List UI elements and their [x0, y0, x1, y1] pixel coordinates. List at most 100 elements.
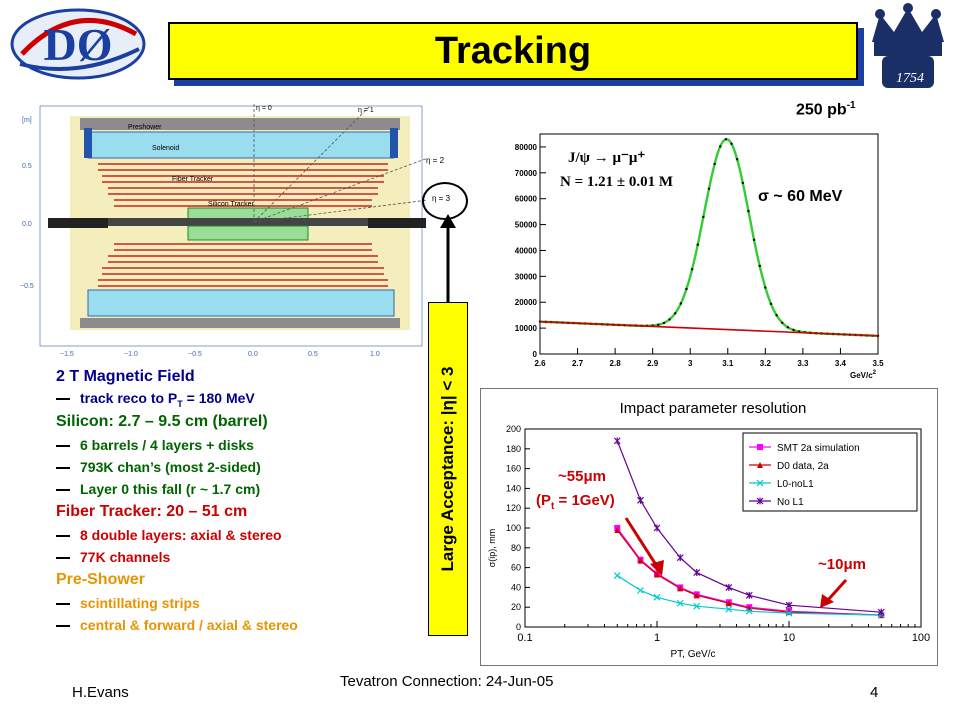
sub-text: central & forward / axial & stereo [80, 617, 298, 633]
x-tick-label: 2.8 [610, 359, 622, 368]
x-tick-label: 0.1 [517, 632, 532, 644]
ip-ylabel: σ(ip), mm [487, 529, 497, 568]
y-tick-label: 180 [506, 444, 521, 454]
marker-x [785, 609, 793, 617]
marker-triangle [757, 462, 763, 468]
y-tick-label: 40000 [515, 246, 538, 255]
sub-text: scintillating strips [80, 595, 200, 611]
svg-text:−1.5: −1.5 [60, 351, 74, 358]
y-tick-label: 20000 [515, 298, 538, 307]
data-point [769, 302, 773, 306]
y-tick-label: 50000 [515, 221, 538, 230]
jpsi-plot-area [539, 133, 879, 355]
marker-x [756, 479, 764, 487]
marker-square [757, 444, 763, 450]
data-point [674, 312, 677, 315]
sub-text-rest: = 180 MeV [182, 390, 255, 406]
marker-triangle [677, 585, 684, 592]
svg-text:0.0: 0.0 [22, 221, 32, 228]
ann-55-text: ~55μm [558, 468, 606, 485]
ann-pt-rest: = 1GeV) [554, 492, 615, 509]
marker-star [756, 497, 764, 505]
marker-x [725, 605, 733, 613]
legend-label: L0-noL1 [777, 479, 814, 490]
bullet-silicon: Silicon: 2.7 – 9.5 cm (barrel) 6 barrels… [56, 410, 436, 500]
data-point [713, 162, 716, 166]
footer-author: H.Evans [72, 684, 129, 701]
svg-text:0.5: 0.5 [308, 351, 318, 358]
bullet-head: Pre-Shower [56, 571, 145, 588]
bullet-head: Silicon: 2.7 – 9.5 cm (barrel) [56, 413, 268, 430]
y-tick-label: 0 [533, 350, 538, 359]
data-point [781, 321, 784, 324]
x-tick-label: 3.1 [722, 359, 734, 368]
marker-star [676, 554, 684, 562]
ip-annotation-10: ~10μm [818, 556, 866, 573]
sub-text: Layer 0 this fall (r ~ 1.7 cm) [80, 481, 261, 497]
svg-text:1754: 1754 [896, 71, 924, 86]
lumi-sup: -1 [846, 100, 856, 111]
y-tick-label: 70000 [515, 169, 538, 178]
sub-bullet: 77K channels [56, 546, 436, 568]
svg-text:−0.5: −0.5 [20, 283, 34, 290]
x-tick-label: 2.7 [572, 359, 584, 368]
sub-script: T [177, 398, 183, 409]
eta-3-label: η = 3 [432, 194, 451, 203]
slide-title: Tracking [434, 30, 592, 72]
dash-mark [56, 603, 70, 606]
background-line [539, 320, 879, 337]
marker-triangle [654, 571, 660, 578]
columbia-crown-logo: 1754 [860, 2, 956, 98]
y-tick-label: 60 [511, 563, 521, 573]
data-point [657, 323, 660, 326]
marker-star [725, 583, 733, 591]
d0-logo: DØ [4, 4, 152, 86]
marker-x [745, 607, 753, 615]
svg-text:η = 1: η = 1 [358, 107, 374, 114]
marker-x [693, 602, 701, 610]
sub-bullet: scintillating strips [56, 592, 436, 614]
acceptance-box: Large Acceptance: |η| < 3 [428, 302, 468, 636]
y-tick-label: 10000 [515, 324, 538, 333]
y-tick-label: 160 [506, 464, 521, 474]
eta-2-label: η = 2 [426, 156, 445, 165]
bullet-head: Fiber Tracker: 20 – 51 cm [56, 503, 248, 520]
bullet-head: 2 T Magnetic Field [56, 368, 195, 385]
svg-text:η = 0: η = 0 [256, 105, 272, 112]
data-point [747, 209, 750, 213]
x-axis-unit-sup: 2 [873, 370, 877, 376]
marker-triangle [693, 592, 700, 599]
jpsi-lumi: 250 pb-1 [796, 100, 856, 119]
x-tick-label: 3.5 [872, 359, 884, 368]
data-point [719, 145, 722, 148]
ip-xlabel: PT, GeV/c [670, 649, 715, 660]
impact-chart-frame: Impact parameter resolution 0 20 40 60 80 100 1… [480, 388, 938, 666]
data-point [685, 287, 688, 291]
data-point [702, 215, 705, 219]
marker-triangle [637, 557, 644, 564]
sub-text: 8 double layers: axial & stereo [80, 527, 282, 543]
legend-label: No L1 [777, 497, 804, 508]
jpsi-chart: 2.6 2.7 2.8 2.9 3 3.1 3.2 3.3 3.4 3.5 0 10000 20000 3… [496, 126, 892, 380]
data-point [735, 158, 739, 161]
y-tick-label: 100 [506, 523, 521, 533]
ann-pt-text: (P [536, 492, 551, 509]
marker-x [676, 599, 684, 607]
svg-text:[m]: [m] [22, 117, 32, 124]
svg-text:Silicon Tracker: Silicon Tracker [208, 201, 255, 208]
marker-triangle [614, 526, 621, 533]
marker-star [693, 569, 701, 577]
x-tick-label: 3.3 [797, 359, 809, 368]
bullet-list: 2 T Magnetic Field track reco to PT = 18… [56, 366, 436, 636]
marker-star [653, 524, 661, 532]
footer-conference: Tevatron Connection: 24-Jun-05 [340, 673, 554, 690]
svg-text:Fiber Tracker: Fiber Tracker [172, 176, 214, 183]
ip-annotation-55: ~55μm [558, 468, 606, 485]
sub-bullet: 6 barrels / 4 layers + disks [56, 434, 436, 456]
dash-mark [56, 445, 70, 448]
sub-text: 793K chan’s (most 2-sided) [80, 459, 261, 475]
jpsi-sigma: σ ~ 60 MeV [758, 188, 843, 205]
data-point [690, 268, 694, 271]
data-point [730, 142, 733, 145]
legend-label: D0 data, 2a [777, 461, 829, 472]
